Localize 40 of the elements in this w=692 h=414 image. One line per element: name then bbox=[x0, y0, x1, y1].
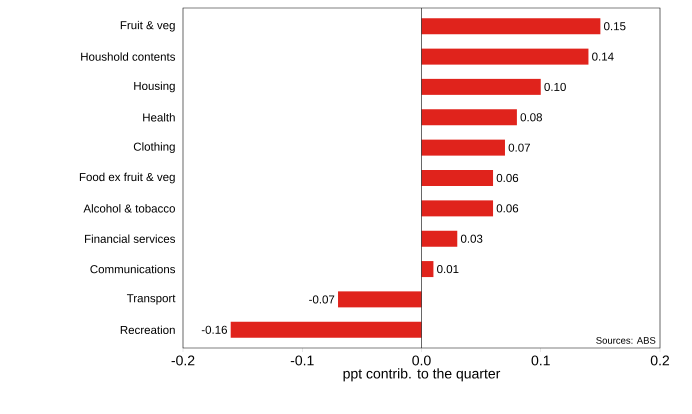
y-tick-label: Food ex fruit & veg bbox=[80, 172, 175, 184]
data-label: 0.03 bbox=[460, 234, 482, 243]
data-label: 0.06 bbox=[496, 204, 518, 212]
y-tick-label: Transport bbox=[126, 294, 176, 305]
bar bbox=[422, 140, 505, 156]
data-label: -0.16 bbox=[202, 326, 227, 334]
y-tick-label: Housing bbox=[134, 82, 175, 92]
data-label: 0.06 bbox=[496, 174, 518, 182]
x-tick-label: -0.2 bbox=[172, 356, 194, 366]
y-tick-label: Clothing bbox=[134, 142, 175, 154]
bar bbox=[422, 78, 541, 95]
bar bbox=[230, 322, 422, 338]
x-tick-label: -0.1 bbox=[290, 356, 314, 366]
y-tick-label: Alcohol & tobacco bbox=[83, 204, 175, 213]
data-label: 0.14 bbox=[592, 52, 614, 61]
bar bbox=[422, 18, 600, 34]
bar bbox=[422, 48, 588, 65]
y-tick-label: Recreation bbox=[120, 326, 175, 334]
bar bbox=[422, 261, 434, 278]
bar bbox=[422, 109, 517, 126]
data-label: 0.07 bbox=[508, 144, 530, 152]
bar bbox=[422, 200, 494, 216]
bar bbox=[338, 291, 422, 308]
y-tick-label: Communications bbox=[90, 264, 176, 274]
x-tick-label: 0.0 bbox=[412, 356, 431, 366]
y-tick-label: Financial services bbox=[85, 234, 176, 243]
y-tick-label: Houshold contents bbox=[81, 52, 176, 61]
x-tick-label: 0.2 bbox=[650, 356, 670, 366]
data-label: 0.15 bbox=[604, 22, 626, 30]
y-tick-label: Fruit & veg bbox=[120, 20, 175, 32]
data-label: 0.10 bbox=[544, 82, 566, 91]
data-label: -0.07 bbox=[309, 295, 334, 304]
data-label: 0.08 bbox=[520, 113, 542, 122]
bar bbox=[422, 170, 494, 186]
x-tick-label: 0.1 bbox=[532, 356, 550, 366]
data-label: 0.01 bbox=[437, 265, 458, 274]
y-tick-label: Health bbox=[143, 113, 175, 122]
annotation: Sources: ABS bbox=[596, 337, 656, 344]
bar bbox=[422, 230, 458, 247]
x-axis-title: ppt contrib. to the quarter bbox=[344, 368, 500, 382]
